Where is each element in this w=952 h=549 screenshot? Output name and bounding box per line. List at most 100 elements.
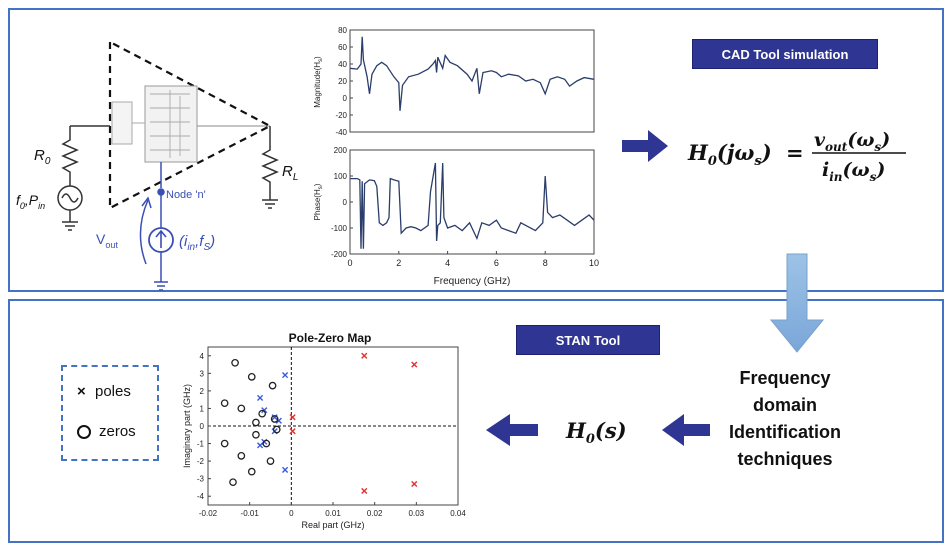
pz-y-tick-label: 1 xyxy=(200,404,205,413)
magnitude-y-ticks: 80 60 40 20 0 -20 -40 xyxy=(335,26,353,137)
pz-x-tick-label: 0.03 xyxy=(409,509,425,518)
cad-tool-simulation-badge: CAD Tool simulation xyxy=(692,39,878,69)
rl-resistor xyxy=(261,126,279,209)
y-tick-label: -40 xyxy=(335,128,347,137)
x-tick-label: 10 xyxy=(589,258,599,268)
amplifier-core-block xyxy=(144,85,198,163)
pole-zero-points xyxy=(220,352,418,495)
legend-zeros-row: zeros xyxy=(77,423,136,440)
x-tick-label: 4 xyxy=(445,258,450,268)
x-tick-label: 6 xyxy=(494,258,499,268)
phase-y-label: Phase(Hs) xyxy=(313,183,324,220)
zero-marker xyxy=(262,439,271,448)
arrow-right-icon xyxy=(622,130,668,162)
pole-stroke xyxy=(361,352,368,359)
pole-marker xyxy=(256,442,264,449)
zero-marker xyxy=(252,418,260,427)
pole-stroke xyxy=(411,361,418,368)
arrow-left-icon-right xyxy=(662,414,710,446)
zero-marker xyxy=(220,439,229,448)
pz-x-tick-label: 0.04 xyxy=(450,509,466,518)
pz-x-tick-label: -0.02 xyxy=(199,509,218,518)
zero-marker xyxy=(272,425,281,434)
pole-stroke xyxy=(271,414,278,421)
ftext-line-4: techniques xyxy=(737,449,833,469)
pole-marker xyxy=(256,394,264,402)
pz-y-tick-label: -4 xyxy=(197,492,205,501)
stan-tool-badge: STAN Tool xyxy=(516,325,660,355)
pole-zero-x-label: Real part (GHz) xyxy=(301,520,364,530)
legend-poles-label: poles xyxy=(95,383,131,400)
zero-circle-icon xyxy=(77,424,91,439)
pole-marker xyxy=(275,417,282,424)
node-label: Node 'n' xyxy=(166,189,206,201)
pole-marker xyxy=(361,487,368,495)
pole-zero-map: Pole-Zero Map -0.02 -0.01 0 0.01 0.02 0.03 0.0… xyxy=(182,331,466,530)
ftext-line-2: domain xyxy=(752,395,817,415)
current-source-label: (iin,fS) xyxy=(179,233,215,253)
pole-stroke xyxy=(256,394,264,402)
frequency-domain-identification-text: Frequency domain Identification techniqu… xyxy=(720,365,850,473)
magnitude-y-label: Magnitude(Hs) xyxy=(313,56,324,108)
ftext-line-3: Identification xyxy=(729,422,841,442)
y-tick-label: -100 xyxy=(331,224,348,233)
pole-zero-axes xyxy=(208,347,458,505)
x-tick-label: 8 xyxy=(543,258,548,268)
source-label: f0,Pin xyxy=(16,192,45,211)
vout-label: Vout xyxy=(96,231,118,250)
circuit-schematic xyxy=(57,40,279,291)
zero-marker xyxy=(237,404,246,413)
pole-zero-legend: × poles zeros xyxy=(61,365,159,461)
pole-marker xyxy=(289,428,296,435)
pole-stroke xyxy=(361,487,368,495)
pole-stroke xyxy=(289,428,296,435)
pz-x-tick-label: -0.01 xyxy=(241,509,260,518)
y-tick-label: 0 xyxy=(343,94,348,103)
y-tick-label: 0 xyxy=(343,198,348,207)
y-tick-label: 60 xyxy=(338,43,347,52)
zero-marker xyxy=(252,430,260,439)
pz-y-tick-label: 4 xyxy=(200,352,205,361)
x-tick-label: 0 xyxy=(347,258,352,268)
transfer-function-equation: H0(jωs) = vout(ωs) iin(ωs) xyxy=(687,129,906,184)
h0-s-label: H0(s) xyxy=(565,418,627,447)
zero-marker xyxy=(220,399,229,408)
pole-stroke xyxy=(275,417,282,424)
zero-marker xyxy=(229,478,237,487)
pole-zero-y-ticks: 4 3 2 1 0 -1 -2 -3 -4 xyxy=(197,352,211,501)
pole-marker xyxy=(281,371,289,379)
pole-stroke xyxy=(281,466,289,473)
pz-x-tick-label: 0.01 xyxy=(325,509,341,518)
svg-text:vout(ωs): vout(ωs) xyxy=(814,129,890,154)
pole-marker xyxy=(411,361,418,368)
zero-marker xyxy=(247,372,256,381)
magnitude-series-line xyxy=(349,36,595,111)
pole-zero-x-ticks: -0.02 -0.01 0 0.01 0.02 0.03 0.04 xyxy=(199,502,466,518)
pz-y-tick-label: -1 xyxy=(197,440,205,449)
legend-poles-row: × poles xyxy=(77,383,131,400)
pz-x-tick-label: 0 xyxy=(289,509,294,518)
pole-stroke xyxy=(289,414,296,421)
svg-text:=: = xyxy=(786,140,804,165)
pz-x-tick-label: 0.02 xyxy=(367,509,383,518)
phase-plot: 200 100 0 -100 -200 0 2 4 6 8 10 Phase(Hs) Freque… xyxy=(313,146,599,287)
pole-zero-title: Pole-Zero Map xyxy=(289,331,372,345)
pole-stroke xyxy=(411,480,418,488)
r0-label: R0 xyxy=(34,147,51,167)
r0-resistor xyxy=(61,125,110,186)
phase-plot-frame xyxy=(349,149,595,255)
svg-text:H0(jωs): H0(jωs) xyxy=(687,140,772,169)
y-tick-label: 100 xyxy=(334,172,348,181)
pole-stroke xyxy=(261,407,268,414)
y-tick-label: -200 xyxy=(331,250,348,259)
x-tick-label: 2 xyxy=(396,258,401,268)
pz-y-tick-label: 2 xyxy=(200,387,205,396)
y-tick-label: -20 xyxy=(335,111,347,120)
rl-label: RL xyxy=(282,163,298,183)
ftext-line-1: Frequency xyxy=(739,368,831,388)
pole-stroke xyxy=(256,442,264,449)
node-dot xyxy=(157,188,165,196)
pole-marker xyxy=(261,407,268,414)
pole-marker xyxy=(281,466,289,473)
